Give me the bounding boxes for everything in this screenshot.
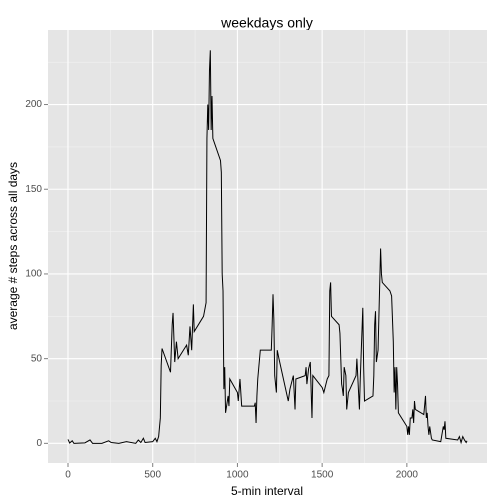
y-tick-label: 100: [25, 269, 42, 280]
x-tick-label: 2000: [396, 470, 419, 481]
y-tick-label: 0: [36, 438, 42, 449]
chart-title: weekdays only: [220, 15, 313, 31]
y-axis-label: average # steps across all days: [6, 162, 20, 330]
data-line: [67, 50, 468, 445]
y-tick-label: 150: [25, 184, 42, 195]
x-tick-label: 1500: [311, 470, 334, 481]
plot-background: [48, 30, 487, 463]
y-tick-label: 50: [31, 353, 43, 364]
x-tick-label: 1000: [226, 470, 249, 481]
x-axis-label: 5-min interval: [231, 484, 303, 498]
x-tick-label: 500: [144, 470, 161, 481]
x-tick-label: 0: [65, 470, 71, 481]
y-tick-label: 200: [25, 99, 42, 110]
